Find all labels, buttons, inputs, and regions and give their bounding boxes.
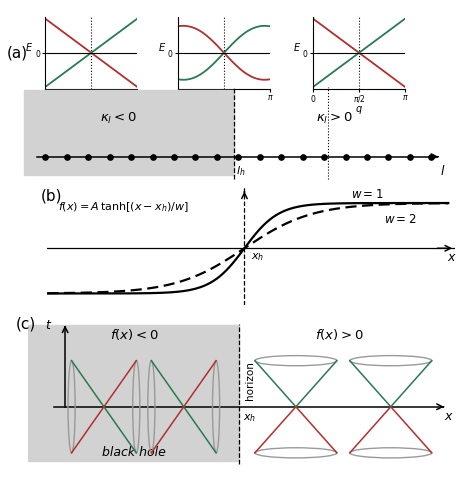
Text: $l$: $l$ <box>440 164 446 178</box>
Text: (c): (c) <box>16 316 36 331</box>
X-axis label: $q$: $q$ <box>87 104 95 116</box>
X-axis label: $q$: $q$ <box>220 104 228 116</box>
Text: $\kappa_l > 0$: $\kappa_l > 0$ <box>316 110 353 126</box>
Text: black hole: black hole <box>102 446 166 459</box>
Y-axis label: $E$: $E$ <box>25 41 33 53</box>
Text: $x$: $x$ <box>447 251 456 264</box>
Text: $l_h$: $l_h$ <box>237 164 246 178</box>
Text: horizon: horizon <box>245 361 255 400</box>
Y-axis label: $E$: $E$ <box>158 41 166 53</box>
Text: $x$: $x$ <box>444 410 454 423</box>
Text: $t$: $t$ <box>45 319 52 332</box>
Text: (b): (b) <box>41 189 62 204</box>
Text: $f(x)<0$: $f(x)<0$ <box>110 327 158 342</box>
Text: $x_h$: $x_h$ <box>251 252 264 263</box>
Y-axis label: $E$: $E$ <box>293 41 301 53</box>
Text: $\kappa_l < 0$: $\kappa_l < 0$ <box>100 110 137 126</box>
Text: $x_h$: $x_h$ <box>243 412 256 424</box>
X-axis label: $q$: $q$ <box>355 104 363 116</box>
Text: (a): (a) <box>7 45 27 60</box>
Text: $w=1$: $w=1$ <box>350 188 383 201</box>
Text: $f(x)>0$: $f(x)>0$ <box>315 327 363 342</box>
Text: $f(x) = A\,\tanh[(x-x_h)/w]$: $f(x) = A\,\tanh[(x-x_h)/w]$ <box>58 200 189 214</box>
Text: $w=2$: $w=2$ <box>384 214 417 227</box>
Bar <box>24 89 234 175</box>
Bar <box>28 325 239 460</box>
